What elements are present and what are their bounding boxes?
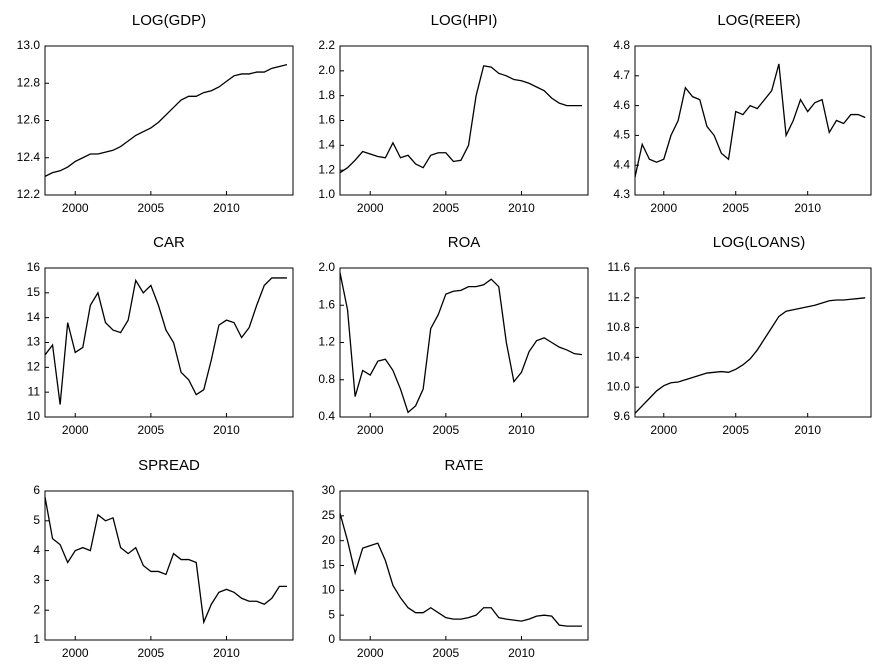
x-tick-label: 2010 <box>508 201 535 215</box>
y-tick-label: 1.2 <box>318 162 335 176</box>
series-line <box>339 272 583 414</box>
y-tick-label: 1 <box>33 632 40 646</box>
x-tick-label: 2005 <box>138 423 165 437</box>
y-tick-label: 0.8 <box>318 372 335 386</box>
x-tick-label: 2000 <box>62 646 89 660</box>
y-tick-label: 0.4 <box>318 409 335 423</box>
panel-title: SPREAD <box>138 457 200 474</box>
y-tick-label: 15 <box>27 285 41 299</box>
x-tick-label: 2005 <box>433 423 460 437</box>
y-tick-label: 2.0 <box>318 260 335 274</box>
x-tick-label: 2005 <box>722 201 749 215</box>
series-line <box>634 297 866 414</box>
series-line <box>44 63 288 177</box>
y-tick-label: 9.6 <box>613 409 630 423</box>
x-tick-label: 2005 <box>433 646 460 660</box>
y-tick-label: 5 <box>328 607 335 621</box>
x-tick-label: 2000 <box>357 423 384 437</box>
y-tick-label: 13 <box>27 335 41 349</box>
y-tick-label: 12.6 <box>17 113 41 127</box>
y-tick-label: 10.0 <box>607 379 631 393</box>
panel-title: LOG(GDP) <box>132 12 206 29</box>
x-tick-label: 2000 <box>357 201 384 215</box>
y-tick-label: 4.8 <box>613 38 630 52</box>
y-tick-label: 13.0 <box>17 38 41 52</box>
x-tick-label: 2010 <box>794 201 821 215</box>
y-tick-label: 4.6 <box>613 98 630 112</box>
y-tick-label: 1.6 <box>318 297 335 311</box>
y-tick-label: 10 <box>27 409 41 423</box>
plot-frame <box>44 490 294 641</box>
x-tick-label: 2000 <box>62 423 89 437</box>
y-tick-label: 12.4 <box>17 150 41 164</box>
y-tick-label: 10 <box>322 583 336 597</box>
y-tick-label: 1.8 <box>318 88 335 102</box>
plot-frame <box>44 45 294 196</box>
y-tick-label: 2 <box>33 602 40 616</box>
y-tick-label: 4.3 <box>613 187 630 201</box>
plot-frame <box>634 267 872 418</box>
panel-title: RATE <box>445 457 484 474</box>
x-tick-label: 2000 <box>650 423 677 437</box>
series-line <box>44 277 287 405</box>
series-line <box>44 496 287 625</box>
x-tick-label: 2000 <box>650 201 677 215</box>
y-tick-label: 0 <box>328 632 335 646</box>
y-tick-label: 15 <box>322 558 336 572</box>
x-tick-label: 2010 <box>508 646 535 660</box>
y-tick-label: 4 <box>33 543 40 557</box>
x-tick-label: 2010 <box>794 423 821 437</box>
y-tick-label: 16 <box>27 260 41 274</box>
y-tick-label: 25 <box>322 508 336 522</box>
panel-title: ROA <box>448 234 481 251</box>
x-tick-label: 2010 <box>508 423 535 437</box>
x-tick-label: 2005 <box>138 646 165 660</box>
y-tick-label: 1.2 <box>318 335 335 349</box>
y-tick-label: 2.2 <box>318 38 335 52</box>
y-tick-label: 6 <box>33 483 40 497</box>
series-line <box>339 65 582 174</box>
plot-frame <box>339 45 589 196</box>
y-tick-label: 11 <box>28 384 41 398</box>
y-tick-label: 30 <box>322 483 336 497</box>
y-tick-label: 4.7 <box>613 68 630 82</box>
x-tick-label: 2005 <box>138 201 165 215</box>
plot-frame <box>44 267 294 418</box>
plot-frame <box>339 490 589 641</box>
series-line <box>339 513 582 627</box>
panel-title: LOG(LOANS) <box>713 234 806 251</box>
y-tick-label: 4.5 <box>613 128 630 142</box>
y-tick-label: 1.4 <box>318 138 335 152</box>
y-tick-label: 3 <box>33 573 40 587</box>
x-tick-label: 2010 <box>213 423 240 437</box>
y-tick-label: 11.6 <box>608 260 631 274</box>
y-tick-label: 20 <box>322 533 336 547</box>
y-tick-label: 2.0 <box>318 63 335 77</box>
x-tick-label: 2000 <box>62 201 89 215</box>
y-tick-label: 12 <box>27 360 41 374</box>
x-tick-label: 2010 <box>213 201 240 215</box>
panel-title: LOG(REER) <box>717 12 800 29</box>
panel-title: CAR <box>153 234 185 251</box>
x-tick-label: 2010 <box>213 646 240 660</box>
y-tick-label: 5 <box>33 513 40 527</box>
series-line <box>634 63 866 178</box>
plot-frame <box>634 45 872 196</box>
y-tick-label: 10.4 <box>607 350 631 364</box>
y-tick-label: 4.4 <box>613 157 630 171</box>
x-tick-label: 2005 <box>433 201 460 215</box>
y-tick-label: 12.8 <box>17 75 41 89</box>
y-tick-label: 1.6 <box>318 113 335 127</box>
panel-title: LOG(HPI) <box>431 12 498 29</box>
y-tick-label: 1.0 <box>318 187 335 201</box>
y-tick-label: 12.2 <box>17 187 41 201</box>
x-tick-label: 2005 <box>722 423 749 437</box>
x-tick-label: 2000 <box>357 646 384 660</box>
y-tick-label: 14 <box>27 310 41 324</box>
y-tick-label: 11.2 <box>608 290 631 304</box>
y-tick-label: 10.8 <box>607 320 631 334</box>
